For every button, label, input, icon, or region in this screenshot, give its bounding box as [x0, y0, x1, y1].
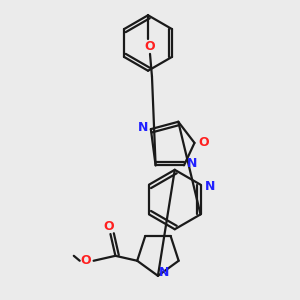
Text: N: N	[205, 180, 216, 193]
Text: N: N	[187, 157, 197, 170]
Text: O: O	[198, 136, 209, 149]
Text: O: O	[80, 254, 91, 267]
Text: O: O	[103, 220, 114, 232]
Text: N: N	[138, 121, 148, 134]
Text: O: O	[145, 40, 155, 53]
Text: N: N	[159, 266, 169, 279]
